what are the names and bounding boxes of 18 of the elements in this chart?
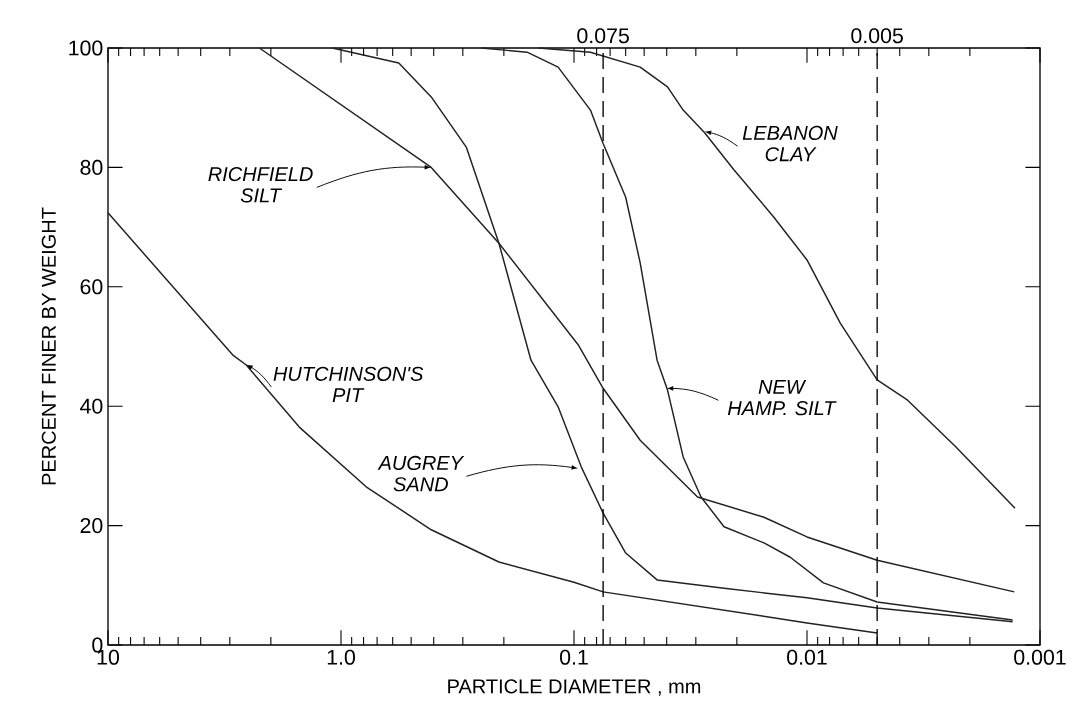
annotation: AUGREY SAND	[377, 455, 465, 492]
y-tick-label: 20	[80, 518, 103, 534]
ref-line-label: 0.005	[851, 28, 903, 44]
y-tick-label: 40	[80, 398, 103, 414]
x-axis-title: PARTICLE DIAMETER , mm	[448, 679, 701, 696]
x-tick-label: 0.01	[787, 649, 827, 665]
y-axis-title: PERCENT FINER BY WEIGHT	[41, 207, 56, 485]
annotation: RICHFIELD SILT	[208, 166, 313, 203]
x-tick-label: 1.0	[327, 649, 355, 665]
y-tick-label: 60	[80, 279, 103, 295]
annotation: LEBANON CLAY	[742, 125, 838, 162]
ref-line-label: 0.075	[577, 28, 629, 44]
annotation: HUTCHINSON'S PIT	[273, 366, 424, 403]
x-tick-label: 0.1	[560, 649, 588, 665]
y-tick-label: 80	[80, 159, 103, 175]
y-tick-label: 100	[69, 40, 103, 56]
annotation: NEW HAMP. SILT	[727, 379, 837, 416]
x-tick-label: 0.001	[1014, 649, 1066, 665]
